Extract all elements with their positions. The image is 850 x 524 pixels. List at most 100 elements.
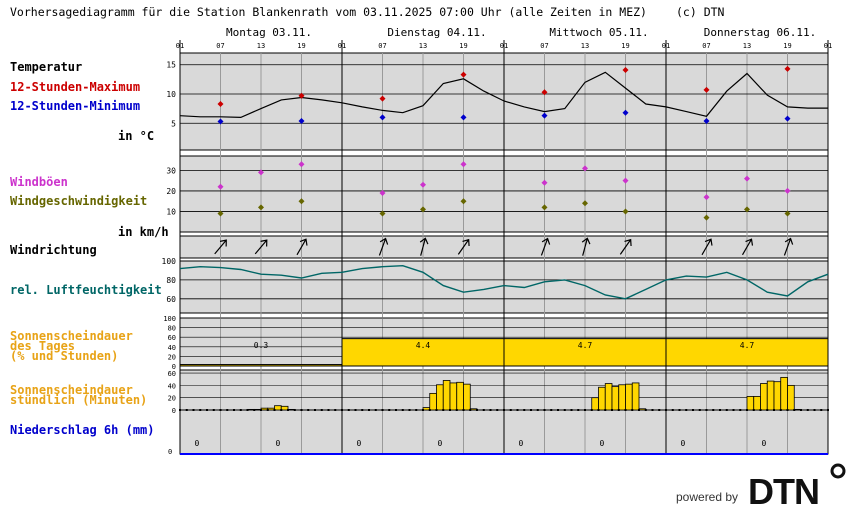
sun-hourly-zero-mark bbox=[739, 409, 742, 411]
day-label: Dienstag 04.11. bbox=[387, 26, 486, 39]
sun-hourly-zero-mark bbox=[422, 409, 424, 411]
gust-point bbox=[622, 177, 629, 184]
sun-hourly-zero-mark bbox=[806, 409, 809, 411]
sun-hourly-tick-label: 20 bbox=[168, 395, 176, 403]
sun-hourly-bar bbox=[760, 383, 768, 411]
sun-hourly-zero-mark bbox=[550, 409, 553, 411]
wind-direction-chart bbox=[214, 237, 794, 256]
sun-hourly-bar bbox=[247, 408, 255, 411]
sun-hourly-bar bbox=[638, 408, 647, 411]
temperature-tick-label: 5 bbox=[171, 119, 176, 128]
wind-tick-label: 30 bbox=[166, 166, 176, 175]
sun-hourly-zero-mark bbox=[557, 409, 559, 411]
temp-max-point bbox=[703, 86, 710, 93]
sun-hourly-zero-mark bbox=[671, 409, 674, 411]
gust-point bbox=[379, 189, 386, 196]
sun-hourly-zero-mark bbox=[327, 409, 330, 411]
sun-hourly-zero-mark bbox=[793, 409, 796, 411]
sun-hourly-zero-mark bbox=[516, 409, 519, 411]
sun-daily-bar bbox=[341, 338, 505, 367]
sun-hourly-zero-mark bbox=[469, 409, 472, 411]
wind-speed-point bbox=[744, 206, 750, 213]
sun-hourly-zero-mark bbox=[449, 409, 451, 411]
wind-direction-arrow bbox=[783, 237, 794, 256]
sun-hourly-bar bbox=[604, 383, 613, 411]
wind-direction-arrow bbox=[741, 238, 754, 256]
temperature-chart: 5 10 15 bbox=[166, 61, 828, 128]
sun-hourly-zero-mark bbox=[503, 409, 505, 411]
sun-daily-tick-label: 0 bbox=[172, 363, 176, 371]
sun-hourly-zero-mark bbox=[408, 409, 411, 411]
day-label: Montag 03.11. bbox=[226, 26, 312, 39]
sun-hourly-zero-mark bbox=[246, 409, 249, 411]
gust-point bbox=[298, 161, 305, 168]
sun-hourly-zero-mark bbox=[631, 409, 634, 411]
gust-point bbox=[541, 179, 548, 186]
temp-min-point bbox=[217, 118, 224, 125]
sun-day-label-2: des Tages bbox=[10, 339, 75, 353]
sunshine-hourly-chart: 0 20 40 60 bbox=[168, 370, 829, 415]
sun-hourly-zero-mark bbox=[813, 409, 816, 411]
sun-hourly-zero-mark bbox=[779, 409, 782, 411]
sun-hourly-zero-mark bbox=[280, 409, 283, 411]
sun-hourly-zero-mark bbox=[381, 409, 384, 411]
sun-daily-bar bbox=[179, 364, 343, 367]
gust-label: Windböen bbox=[10, 175, 68, 189]
sun-hourly-zero-mark bbox=[759, 409, 762, 411]
temp-max-point bbox=[784, 65, 791, 72]
precip-value: 0 bbox=[276, 439, 281, 448]
sun-hourly-zero-mark bbox=[226, 409, 229, 411]
day-labels: Montag 03.11. Dienstag 04.11. Mittwoch 05.… bbox=[226, 26, 816, 39]
wind-speed-point bbox=[784, 210, 791, 217]
sun-hourly-bar bbox=[787, 384, 795, 411]
gust-point bbox=[217, 183, 224, 190]
hour-tick-label: 13 bbox=[257, 42, 265, 50]
precip-value: 0 bbox=[762, 439, 767, 448]
wind-direction-arrow bbox=[581, 237, 591, 256]
sun-hourly-zero-mark bbox=[293, 409, 296, 411]
precip-value: 0 bbox=[681, 439, 686, 448]
sun-hourly-bar bbox=[773, 381, 782, 411]
sun-hourly-zero-mark bbox=[388, 409, 391, 411]
sun-hourly-zero-mark bbox=[206, 409, 208, 411]
hour-tick-label: 19 bbox=[621, 42, 629, 50]
sun-hourly-zero-mark bbox=[428, 409, 431, 411]
day-label: Donnerstag 06.11. bbox=[704, 26, 817, 39]
hour-tick-label: 19 bbox=[459, 42, 467, 50]
sun-hourly-zero-mark bbox=[361, 409, 364, 411]
sun-hourly-tick-label: 0 bbox=[172, 407, 176, 415]
sun-hourly-bar bbox=[456, 381, 464, 411]
sun-hourly-bar bbox=[274, 405, 282, 411]
sun-hourly-zero-mark bbox=[597, 409, 600, 411]
wind-direction-arrow bbox=[378, 237, 389, 256]
precip-value: 0 bbox=[600, 439, 605, 448]
precip-tick-label: 0 bbox=[168, 448, 172, 456]
sun-daily-tick-label: 80 bbox=[168, 325, 176, 333]
dtn-logo: DTN bbox=[748, 471, 819, 512]
temp-min-point bbox=[541, 112, 548, 119]
sun-day-label-3: (% und Stunden) bbox=[10, 349, 118, 363]
gust-point bbox=[703, 194, 710, 201]
gust-point bbox=[420, 181, 426, 188]
wind-tick-label: 10 bbox=[166, 207, 176, 216]
temp-max-point bbox=[217, 100, 224, 107]
wind-speed-point bbox=[582, 200, 588, 207]
wind-speed-point bbox=[420, 206, 426, 213]
sun-hourly-zero-mark bbox=[563, 409, 566, 411]
wind-direction-arrow bbox=[457, 238, 470, 255]
sun-hourly-zero-mark bbox=[698, 409, 701, 411]
sun-hourly-zero-mark bbox=[185, 409, 188, 411]
sun-hourly-zero-mark bbox=[462, 409, 465, 411]
sun-hourly-zero-mark bbox=[415, 409, 418, 411]
sun-hourly-zero-mark bbox=[314, 409, 316, 411]
sun-hourly-bar bbox=[449, 382, 458, 411]
sun-hourly-zero-mark bbox=[604, 409, 607, 411]
sun-hourly-bar bbox=[260, 407, 269, 411]
precip-label: Niederschlag 6h (mm) bbox=[10, 423, 155, 437]
gust-point bbox=[784, 187, 791, 194]
sun-hourly-bar bbox=[287, 408, 296, 411]
wind-speed-point bbox=[622, 208, 629, 215]
sun-hourly-zero-mark bbox=[401, 409, 404, 411]
sun-hourly-zero-mark bbox=[435, 409, 438, 411]
